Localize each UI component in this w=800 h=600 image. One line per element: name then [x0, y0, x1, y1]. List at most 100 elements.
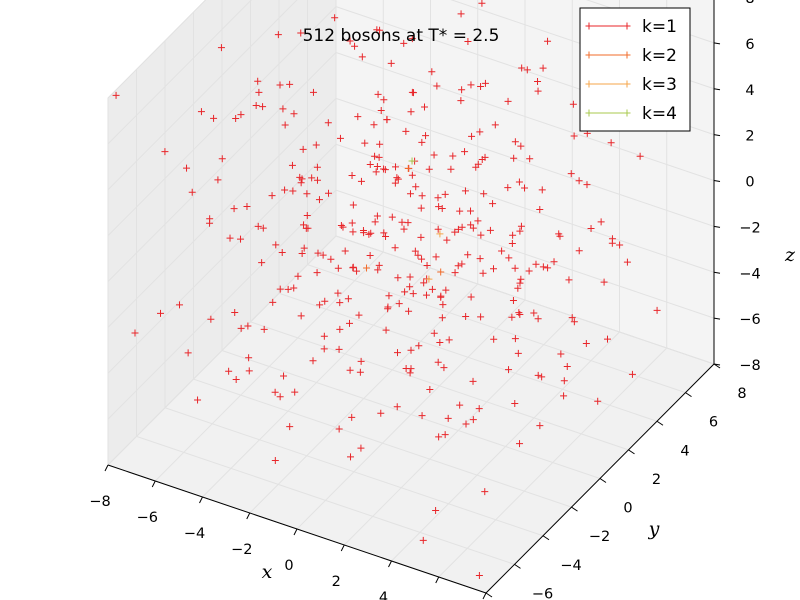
data-point-k1	[475, 571, 483, 579]
data-point-k1	[335, 345, 343, 353]
data-point-k1	[505, 254, 513, 262]
data-point-k1	[419, 536, 427, 544]
data-point-k1	[344, 295, 352, 303]
data-point-k1	[406, 190, 414, 198]
data-point-k3	[436, 230, 444, 238]
data-point-k1	[498, 247, 506, 255]
legend-item-k4: k=4	[585, 104, 677, 124]
data-point-k1	[309, 88, 317, 96]
data-point-k1	[407, 108, 415, 116]
data-point-k1	[188, 188, 196, 196]
data-point-k1	[530, 309, 538, 317]
data-point-k1	[477, 231, 485, 239]
data-point-k1	[467, 81, 475, 89]
data-point-k1	[517, 142, 525, 150]
data-point-k1	[339, 223, 347, 231]
data-point-k1	[346, 366, 354, 374]
data-point-k1	[391, 179, 399, 187]
data-point-k1	[600, 278, 608, 286]
data-point-k1	[449, 152, 457, 160]
y-tick-mark	[656, 420, 664, 426]
data-point-k1	[623, 258, 631, 266]
data-point-k1	[539, 263, 547, 271]
data-point-k1	[393, 403, 401, 411]
data-point-k1	[346, 37, 354, 45]
legend-label-k2: k=2	[642, 46, 677, 66]
data-point-k1	[486, 226, 494, 234]
data-point-k1	[358, 53, 366, 61]
data-point-k1	[534, 315, 542, 323]
data-point-k1	[360, 229, 368, 237]
data-point-k1	[570, 318, 578, 326]
data-point-k1	[478, 0, 486, 7]
data-point-k1	[355, 311, 363, 319]
z-tick-mark	[713, 271, 721, 274]
y-tick-label: 0	[623, 501, 632, 517]
data-point-k1	[462, 420, 470, 428]
data-point-k1	[348, 413, 356, 421]
data-point-k1	[366, 251, 374, 259]
data-point-k1	[385, 292, 393, 300]
data-point-k1	[319, 251, 327, 259]
y-tick-label: 2	[652, 472, 661, 488]
data-point-k1	[258, 259, 266, 267]
data-point-k1	[438, 314, 446, 322]
data-point-k1	[414, 251, 422, 259]
data-point-k1	[384, 303, 392, 311]
data-point-k1	[477, 83, 485, 91]
data-point-k1	[297, 179, 305, 187]
data-point-k1	[402, 365, 410, 373]
data-point-k1	[254, 222, 262, 230]
y-axis-label: y	[648, 518, 660, 540]
data-point-k1	[376, 140, 384, 148]
y-tick-mark	[599, 478, 607, 483]
data-point-k1	[382, 233, 390, 241]
data-point-k1	[476, 255, 484, 263]
grid-line-z-left	[107, 6, 337, 236]
x-tick-label: 4	[379, 590, 388, 600]
data-point-k1	[259, 224, 267, 232]
data-point-k1	[412, 183, 420, 191]
data-point-k1	[331, 14, 339, 22]
y-tick-mark	[628, 449, 635, 455]
data-point-k1	[314, 249, 322, 257]
x-tick-mark	[199, 496, 203, 504]
data-point-k1	[518, 64, 526, 72]
data-point-k1	[237, 235, 245, 243]
data-point-k1	[406, 369, 414, 377]
data-point-k1	[544, 264, 552, 272]
grid-line-x-floor	[391, 331, 620, 562]
data-point-k1	[341, 247, 349, 255]
data-point-k1	[536, 422, 544, 430]
data-point-k1	[377, 409, 385, 417]
x-tick-label: 2	[332, 574, 341, 590]
y-tick-mark	[514, 563, 521, 569]
data-point-k1	[388, 213, 396, 221]
data-point-k1	[467, 207, 475, 215]
z-tick-label: −8	[739, 358, 760, 374]
data-point-k1	[252, 102, 260, 110]
data-point-k1	[349, 228, 357, 236]
x-tick-mark	[151, 480, 156, 488]
z-tick-label: −4	[739, 266, 760, 282]
data-point-k3	[425, 275, 433, 283]
data-point-k1	[381, 166, 389, 174]
data-point-k1	[432, 253, 440, 261]
data-point-k1	[569, 100, 577, 108]
data-point-k1	[538, 373, 546, 381]
data-point-k1	[521, 184, 529, 192]
chart-title: 512 bosons at T* = 2.5	[303, 26, 500, 46]
z-tick-label: 2	[745, 129, 754, 145]
data-point-k1	[243, 202, 251, 210]
data-point-k1	[511, 399, 519, 407]
data-point-k1	[218, 155, 226, 163]
data-point-k1	[271, 388, 279, 396]
data-point-k1	[351, 42, 359, 50]
data-point-k1	[408, 171, 416, 179]
data-point-k1	[456, 207, 464, 215]
data-point-k1	[312, 141, 320, 149]
y-tick-label: 6	[709, 415, 718, 431]
data-point-k1	[432, 507, 440, 515]
data-point-k1	[371, 218, 379, 226]
data-point-k1	[290, 284, 298, 292]
